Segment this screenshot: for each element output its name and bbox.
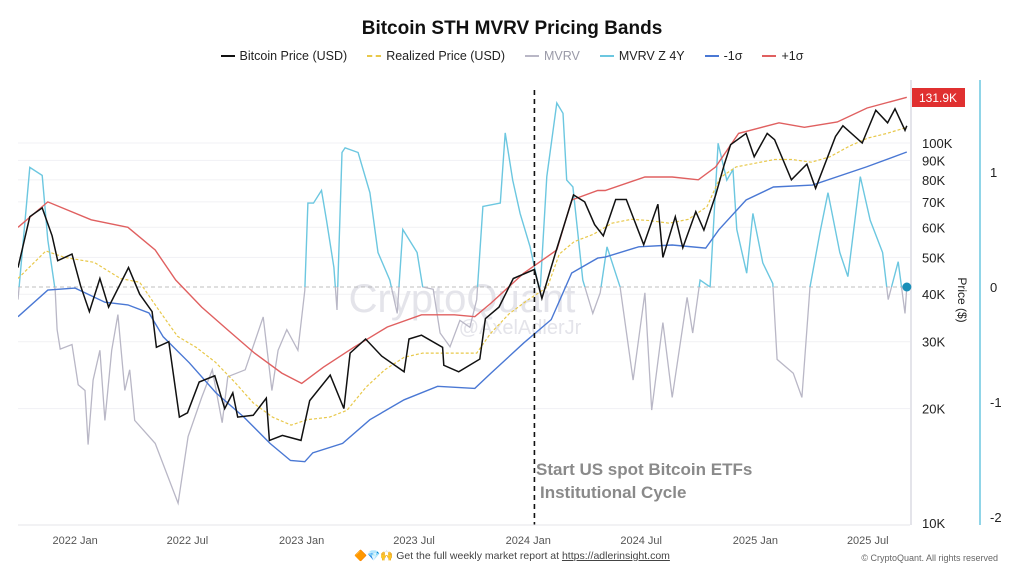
x-tick-label: 2024 Jan xyxy=(506,535,551,547)
footer-emoji-icons: 🔶💎🙌 xyxy=(354,550,394,562)
legend-label: Realized Price (USD) xyxy=(386,49,505,63)
legend-swatch xyxy=(367,55,382,57)
price-tick-label: 80K xyxy=(922,173,945,188)
legend-label: MVRV xyxy=(543,49,580,63)
price-axis-label: Price ($) xyxy=(955,277,969,322)
x-tick-label: 2023 Jul xyxy=(393,535,435,547)
price-tick-label: 100K xyxy=(922,136,953,151)
x-tick-label: 2023 Jan xyxy=(279,535,324,547)
report-link[interactable]: https://adlerinsight.com xyxy=(561,550,670,562)
price-tick-label: 90K xyxy=(922,153,945,168)
watermark-author: @AxelAdlerJr xyxy=(459,317,582,339)
series-realized-price xyxy=(18,126,907,426)
legend-swatch xyxy=(762,55,777,57)
legend-label: MVRV Z 4Y xyxy=(618,49,685,63)
legend-label: Bitcoin Price (USD) xyxy=(239,49,348,63)
legend: Bitcoin Price (USD) Realized Price (USD)… xyxy=(0,49,1024,63)
copyright: © CryptoQuant. All rights reserved xyxy=(861,553,998,563)
footer: 🔶💎🙌 Get the full weekly market report at… xyxy=(0,549,1024,562)
series-mvrv-z-4y xyxy=(18,100,907,287)
price-tick-label: 10K xyxy=(922,516,945,531)
series-plus-1-sigma xyxy=(18,96,907,385)
price-tick-label: 30K xyxy=(922,335,945,350)
price-tick-label: 40K xyxy=(922,287,945,302)
z-tick-label: 1 xyxy=(990,165,997,180)
price-tick-label: 50K xyxy=(922,250,945,265)
annotation-line-2: Institutional Cycle xyxy=(540,483,686,502)
last-value-tag-text: 131.9K xyxy=(919,91,957,105)
series-bitcoin-price xyxy=(18,107,908,442)
legend-swatch xyxy=(220,55,235,57)
series-minus-1-sigma xyxy=(18,151,908,463)
z-tick-label: -2 xyxy=(990,510,1002,525)
z-tick-label: -1 xyxy=(990,395,1002,410)
footer-text: Get the full weekly market report at xyxy=(396,550,562,562)
price-tick-label: 60K xyxy=(922,220,945,235)
legend-label: +1σ xyxy=(781,49,804,63)
legend-item-plus-1-sigma[interactable]: +1σ xyxy=(762,49,803,63)
chart-title: Bitcoin STH MVRV Pricing Bands xyxy=(361,18,663,39)
x-tick-label: 2022 Jul xyxy=(167,535,209,547)
legend-label: -1σ xyxy=(723,49,743,63)
mvrv-z-last-point xyxy=(902,282,912,292)
legend-item-mvrv[interactable]: MVRV xyxy=(524,49,580,63)
legend-swatch xyxy=(704,55,719,57)
z-tick-label: 0 xyxy=(990,280,997,295)
x-tick-label: 2024 Jul xyxy=(620,535,662,547)
legend-swatch xyxy=(524,55,539,57)
x-tick-label: 2025 Jul xyxy=(847,535,889,547)
legend-item-mvrv-z-4y[interactable]: MVRV Z 4Y xyxy=(599,49,685,63)
x-tick-label: 2025 Jan xyxy=(733,535,778,547)
legend-item-realized-price[interactable]: Realized Price (USD) xyxy=(367,49,505,63)
last-value-tag xyxy=(912,88,965,107)
series-mvrv-negative xyxy=(18,287,908,506)
price-tick-label: 20K xyxy=(922,402,945,417)
annotation-line-1: Start US spot Bitcoin ETFs xyxy=(536,460,752,479)
legend-item-bitcoin-price[interactable]: Bitcoin Price (USD) xyxy=(220,49,348,63)
x-tick-label: 2022 Jan xyxy=(52,535,97,547)
price-tick-label: 70K xyxy=(922,195,945,210)
legend-item-minus-1-sigma[interactable]: -1σ xyxy=(704,49,743,63)
legend-swatch xyxy=(599,55,614,57)
